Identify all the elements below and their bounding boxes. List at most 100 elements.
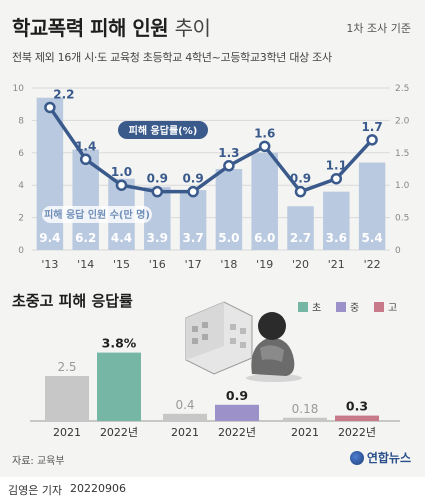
legend-item-elementary: 초 bbox=[298, 299, 321, 314]
source-note: 자료: 교육부 bbox=[12, 456, 65, 467]
legend-count: 피해 응답 인원 수(만 명) bbox=[42, 206, 152, 223]
agency-logo-icon bbox=[349, 450, 364, 465]
title-main: 학교폭력 피해 인원 bbox=[12, 16, 169, 40]
line-value-label: 2.2 bbox=[53, 87, 74, 101]
bar-value-label: 3.6 bbox=[326, 231, 347, 245]
line-point bbox=[330, 172, 343, 185]
legend-rate-label: 피해 응답률(%) bbox=[129, 124, 198, 137]
group-bar-value-label: 0.3 bbox=[346, 399, 368, 414]
bar-value-label: 5.0 bbox=[218, 231, 239, 245]
bar-value-label: 9.4 bbox=[39, 231, 60, 245]
y-tick-right: 1.0 bbox=[395, 181, 410, 191]
group-bar-value-label: 3.8% bbox=[102, 336, 137, 351]
bar bbox=[179, 190, 207, 250]
line-value-label: 0.9 bbox=[147, 172, 168, 186]
y-tick-left: 6 bbox=[18, 149, 24, 159]
bar bbox=[251, 152, 278, 250]
x-tick-label: '14 bbox=[77, 258, 94, 271]
y-tick-left: 0 bbox=[18, 246, 24, 256]
x-tick-label: '19 bbox=[256, 258, 273, 271]
agency-logo-text: 연합뉴스 bbox=[366, 451, 411, 465]
publish-date: 20220906 bbox=[70, 482, 126, 495]
x-tick-label: '21 bbox=[328, 258, 345, 271]
line-value-label: 1.7 bbox=[361, 120, 382, 134]
legend-swatch-middle bbox=[336, 301, 346, 312]
line-value-label: 1.0 bbox=[111, 165, 132, 179]
bar-value-label: 6.0 bbox=[254, 231, 275, 245]
x-tick-label: '22 bbox=[364, 258, 381, 271]
page-title: 학교폭력 피해 인원 추이 bbox=[12, 12, 211, 41]
section2-title: 초중고 피해 응답률 bbox=[12, 292, 133, 310]
legend-label-elementary: 초 bbox=[312, 303, 322, 314]
bar-value-label: 3.7 bbox=[182, 231, 203, 245]
reporter-credit: 김영은 기자 bbox=[8, 484, 63, 497]
title-suffix: 추이 bbox=[174, 16, 211, 40]
group-bar-value-label: 0.9 bbox=[226, 388, 248, 403]
legend-item-high: 고 bbox=[374, 299, 397, 314]
line-point bbox=[151, 185, 164, 198]
group-bar-value-label: 0.4 bbox=[175, 398, 194, 412]
line-point bbox=[258, 140, 271, 153]
legend-label-high: 고 bbox=[388, 303, 398, 314]
sub-chart: 2.5 2021 3.8% 2022년 0.4 2021 0.9 2022년 0.18 2021 0… bbox=[30, 336, 400, 439]
group-x-tick-label: 2021 bbox=[171, 426, 199, 439]
legend-label-middle: 중 bbox=[350, 303, 360, 314]
bar-value-label: 5.4 bbox=[361, 231, 382, 245]
y-tick-left: 2 bbox=[18, 214, 24, 224]
subtitle: 전북 제외 16개 시·도 교육청 초등학교 4학년~고등학교3학년 대상 조사 bbox=[12, 51, 332, 64]
line-point bbox=[115, 179, 128, 191]
bar bbox=[215, 169, 243, 250]
y-tick-left: 8 bbox=[18, 116, 24, 126]
group-bar-value-label: 0.18 bbox=[292, 402, 319, 416]
bar-value-label: 2.7 bbox=[290, 231, 311, 245]
bar-value-label: 4.4 bbox=[111, 231, 132, 245]
y-tick-right: 1.5 bbox=[395, 149, 409, 159]
rate-line bbox=[48, 106, 374, 194]
bar bbox=[358, 162, 386, 250]
line-value-label: 1.6 bbox=[254, 126, 275, 140]
line-point bbox=[79, 153, 92, 166]
line-point bbox=[187, 185, 199, 198]
agency-logo: 연합뉴스 bbox=[349, 449, 411, 466]
line-point bbox=[294, 185, 307, 198]
x-tick-label: '18 bbox=[220, 258, 237, 271]
bar-value-label: 6.2 bbox=[75, 231, 96, 245]
x-tick-label: '16 bbox=[149, 258, 166, 271]
student-illustration bbox=[185, 301, 302, 382]
group-bar bbox=[335, 415, 379, 421]
school-building-icon bbox=[185, 301, 253, 375]
line-point bbox=[366, 134, 378, 146]
y-tick-left: 4 bbox=[18, 181, 24, 191]
group-bar-value-label: 2.5 bbox=[57, 360, 76, 374]
line-value-label: 0.9 bbox=[290, 172, 311, 186]
legend-count-badge bbox=[42, 206, 152, 223]
group-bar bbox=[97, 352, 141, 421]
line-value-label: 0.9 bbox=[182, 172, 203, 186]
group-x-tick-label: 2022년 bbox=[338, 426, 376, 439]
crouching-student-icon bbox=[246, 312, 302, 382]
group-bar bbox=[283, 417, 327, 421]
group-x-tick-label: 2022년 bbox=[218, 426, 256, 439]
footer-bar bbox=[0, 477, 425, 500]
group-x-tick-label: 2022년 bbox=[100, 426, 138, 439]
line-value-label: 1.1 bbox=[326, 159, 347, 173]
y-tick-right: 0 bbox=[395, 246, 401, 256]
group-bar bbox=[45, 376, 89, 421]
y-tick-left: 10 bbox=[13, 84, 25, 94]
line-value-label: 1.3 bbox=[218, 146, 239, 160]
y-tick-right: 2.0 bbox=[395, 116, 410, 126]
group-bar bbox=[215, 404, 259, 421]
legend-rate: 피해 응답률(%) bbox=[118, 121, 208, 139]
group-x-tick-label: 2021 bbox=[291, 426, 319, 439]
y-tick-right: 2.5 bbox=[395, 84, 409, 94]
bar-value-label: 3.9 bbox=[147, 231, 168, 245]
line-point bbox=[223, 160, 235, 172]
x-tick-label: '20 bbox=[292, 258, 309, 271]
unit-note: 1차 조사 기준 bbox=[346, 22, 411, 35]
bar bbox=[323, 191, 350, 250]
y-tick-right: 0.5 bbox=[395, 214, 409, 224]
bar bbox=[287, 206, 314, 250]
x-tick-label: '15 bbox=[113, 258, 130, 271]
legend-swatch-high bbox=[374, 301, 384, 312]
legend-item-middle: 중 bbox=[336, 299, 359, 314]
